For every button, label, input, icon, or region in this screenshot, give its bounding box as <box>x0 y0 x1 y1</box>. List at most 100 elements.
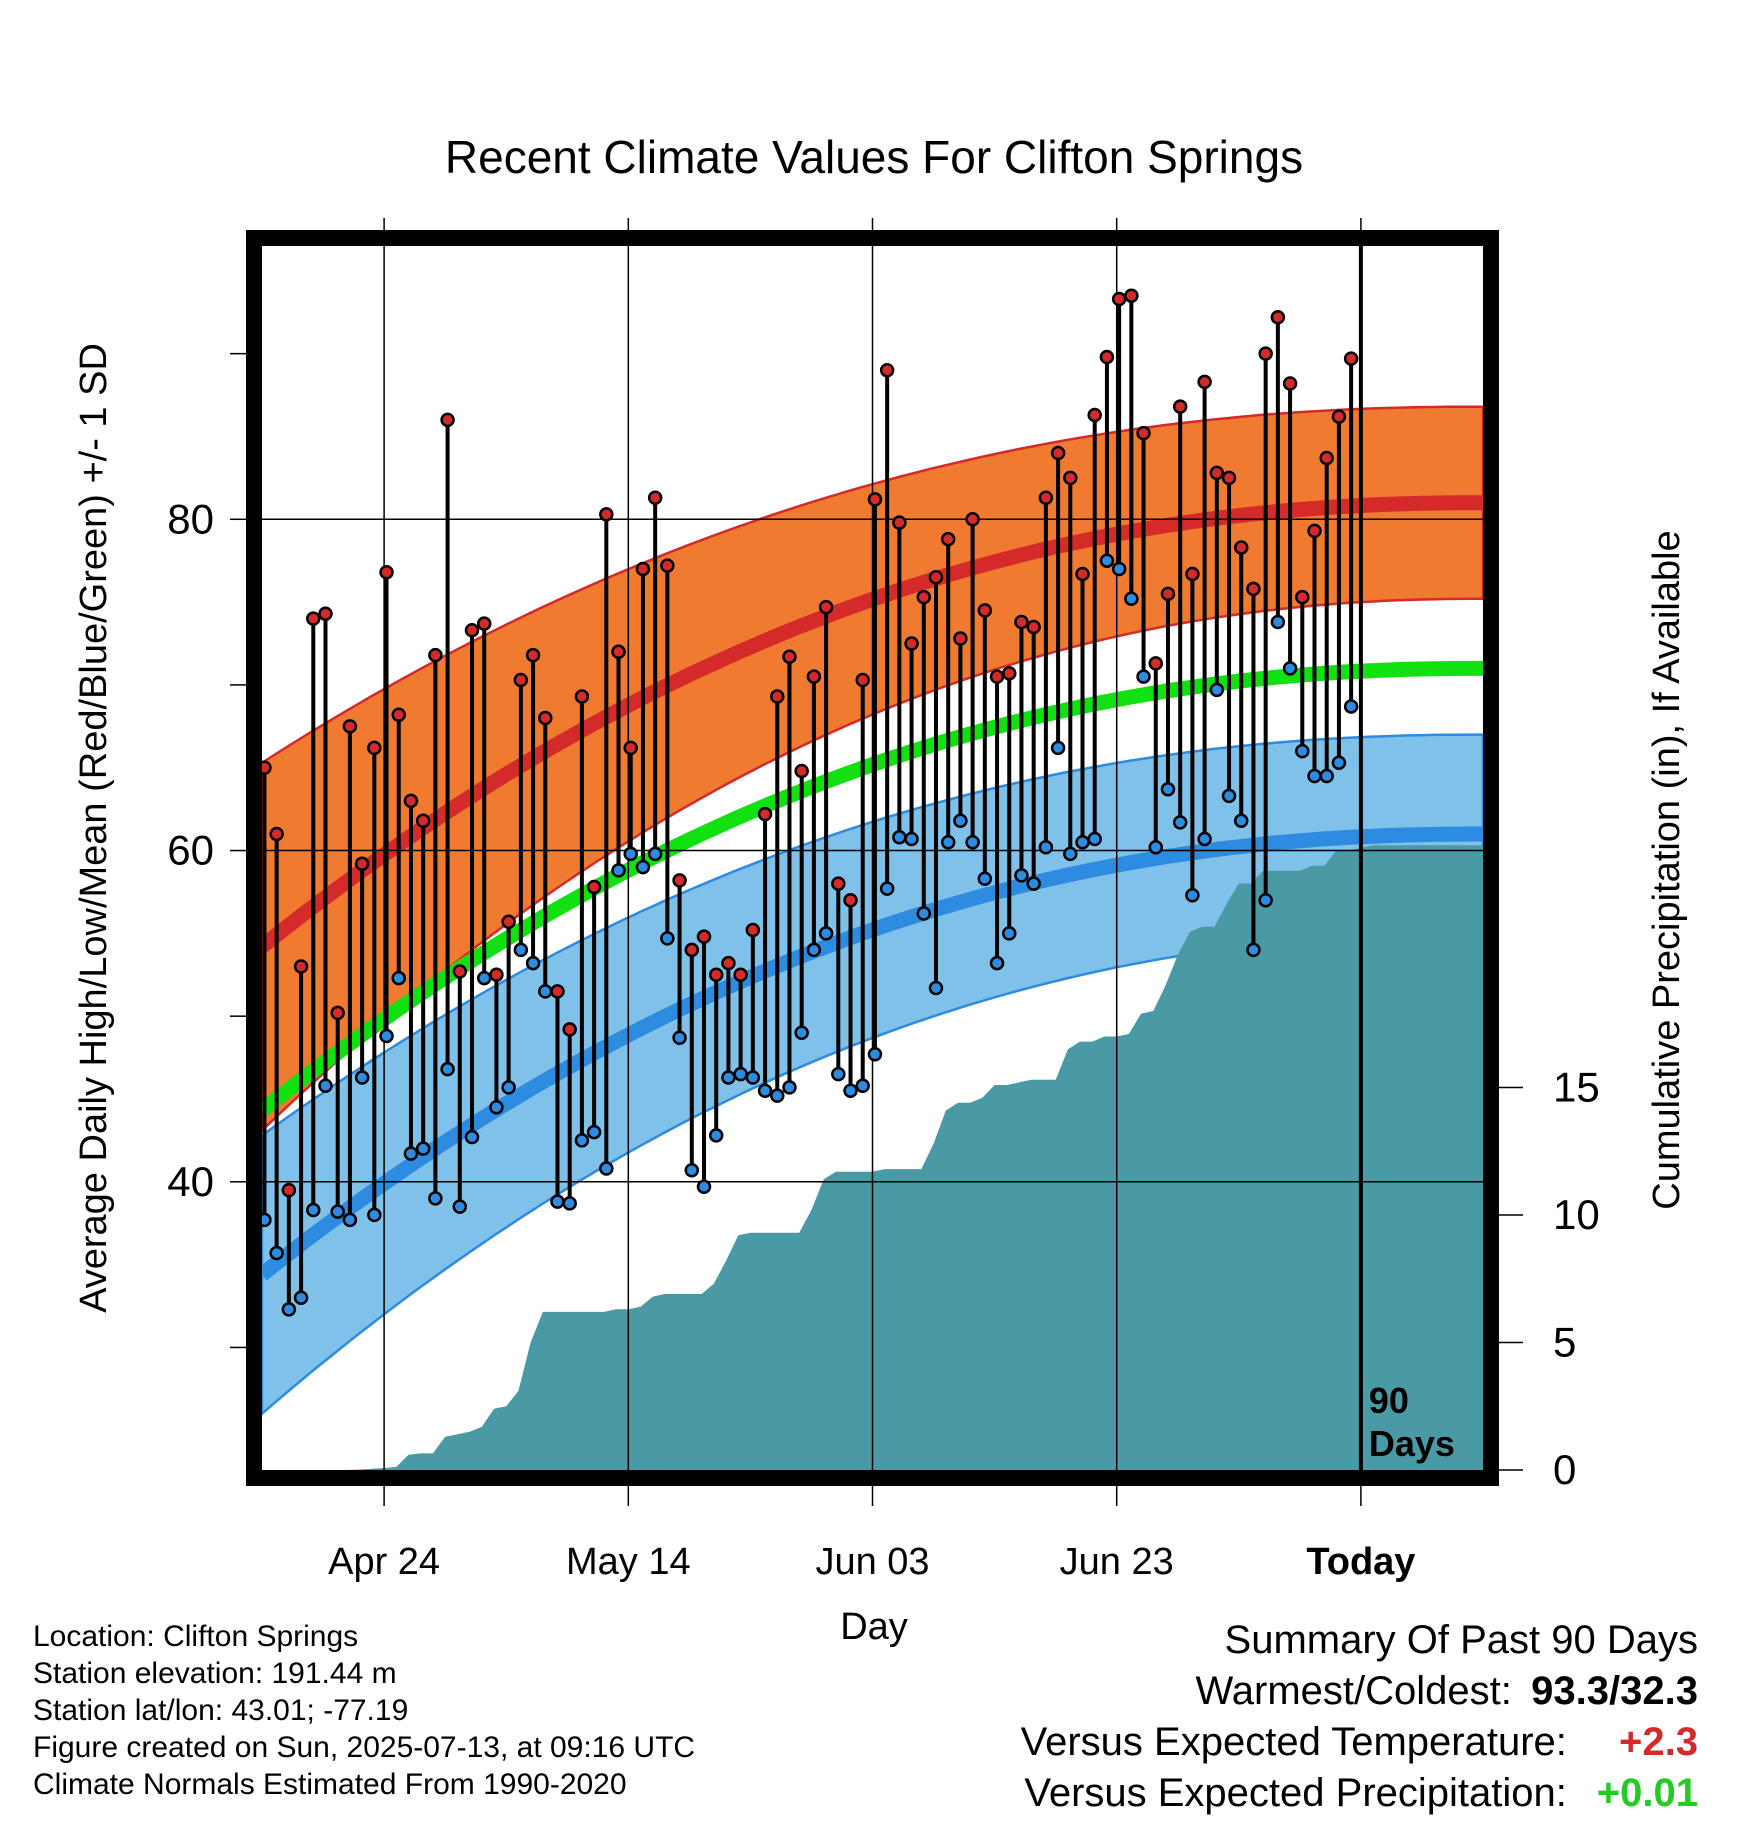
daily-low-point <box>1221 788 1237 804</box>
daily-high-point <box>623 740 638 756</box>
daily-low-point <box>635 859 651 875</box>
daily-high-point <box>782 649 797 665</box>
daily-high-point <box>1258 346 1273 361</box>
daily-high-point <box>1172 399 1188 414</box>
daily-low-point <box>538 984 553 999</box>
daily-low-point <box>464 1129 480 1145</box>
daily-high-point <box>989 669 1005 684</box>
daily-high-point <box>1343 351 1359 366</box>
daily-low-point <box>428 1191 443 1206</box>
daily-low-point <box>281 1302 297 1317</box>
daily-high-point <box>1014 614 1029 630</box>
daily-high-point <box>892 515 907 530</box>
daily-low-point <box>696 1179 712 1195</box>
summary-temperature: Versus Expected Temperature: +2.3 <box>1021 1720 1698 1765</box>
daily-high-point <box>476 616 492 631</box>
daily-high-point <box>721 955 736 971</box>
daily-high-point <box>953 631 968 646</box>
precip-vs-expected-label: Versus Expected Precipitation: <box>1024 1771 1567 1815</box>
x-tick-label: May 14 <box>566 1541 691 1583</box>
daily-low-point <box>415 1141 431 1156</box>
y-tick-label: 40 <box>167 1158 214 1205</box>
daily-high-point <box>794 763 809 779</box>
daily-high-point <box>1319 450 1334 466</box>
daily-high-point <box>879 362 895 378</box>
daily-high-point <box>916 589 932 605</box>
summary-precipitation: Versus Expected Precipitation: +0.01 <box>1024 1771 1698 1816</box>
daily-low-point <box>476 970 492 986</box>
info-created: Figure created on Sun, 2025-07-13, at 09… <box>33 1731 696 1764</box>
daily-high-point <box>269 826 284 842</box>
daily-low-point <box>1258 892 1273 908</box>
daily-low-point <box>550 1194 565 1209</box>
daily-high-point <box>867 492 883 507</box>
y-axis-label: Average Daily High/Low/Mean (Red/Blue/Gr… <box>73 343 115 1313</box>
daily-low-point <box>708 1128 724 1143</box>
daily-high-point <box>415 813 431 828</box>
daily-high-point <box>611 644 626 660</box>
daily-high-point <box>1233 540 1249 555</box>
daily-high-point <box>1221 470 1237 486</box>
y2-tick-label: 15 <box>1553 1064 1600 1111</box>
info-elevation: Station elevation: 191.44 m <box>33 1657 397 1690</box>
daily-high-point <box>1075 566 1090 582</box>
daily-high-point <box>818 599 834 615</box>
daily-low-point <box>953 813 968 828</box>
daily-high-point <box>684 942 700 958</box>
daily-high-point <box>940 531 956 547</box>
daily-low-point <box>855 1078 870 1093</box>
daily-high-point <box>330 1005 345 1021</box>
daily-low-point <box>928 980 944 996</box>
daily-high-point <box>1002 666 1017 681</box>
daily-low-point <box>745 1070 761 1085</box>
daily-low-point <box>318 1078 333 1093</box>
info-normals: Climate Normals Estimated From 1990-2020 <box>33 1768 627 1801</box>
axes: 40 60 80 Apr 24 May 14 Jun 03 Jun 23 Today 0 5 10 1… <box>167 352 1600 1583</box>
daily-low-point <box>403 1146 419 1161</box>
daily-high-point <box>855 672 870 688</box>
daily-low-point <box>1002 926 1017 941</box>
daily-low-point <box>721 1070 736 1085</box>
daily-high-point <box>696 929 712 944</box>
warm-cold-value: 93.3/32.3 <box>1531 1669 1698 1713</box>
daily-high-point <box>806 669 822 684</box>
daily-high-point <box>452 964 468 979</box>
daily-low-point <box>1209 682 1225 698</box>
daily-low-point <box>1282 661 1298 676</box>
daily-low-point <box>660 931 675 946</box>
daily-low-point <box>879 881 895 896</box>
daily-low-point <box>1050 740 1066 756</box>
daily-high-point <box>550 984 565 999</box>
daily-high-point <box>318 606 333 621</box>
daily-low-point <box>1295 743 1310 759</box>
daily-low-point <box>1038 839 1054 855</box>
daily-low-point <box>623 846 638 862</box>
daily-high-point <box>928 570 944 585</box>
daily-high-point <box>1136 425 1151 441</box>
daily-high-point <box>501 914 516 930</box>
daily-low-point <box>818 926 834 941</box>
summary-warm-cold: Warmest/Coldest: 93.3/32.3 <box>1196 1669 1699 1714</box>
daily-low-point <box>1233 813 1249 828</box>
daily-low-point <box>989 955 1005 971</box>
daily-low-point <box>1148 839 1164 855</box>
daily-low-point <box>977 871 993 886</box>
daily-high-point <box>354 856 370 872</box>
daily-high-point <box>1026 619 1041 635</box>
daily-high-point <box>1185 566 1200 582</box>
low-sd-band <box>262 733 1483 1416</box>
daily-low-point <box>330 1204 345 1219</box>
today-days-label: Days <box>1369 1423 1455 1464</box>
daily-low-point <box>684 1162 700 1178</box>
daily-low-point <box>965 835 980 850</box>
precipitation-area <box>262 845 1483 1470</box>
daily-high-point <box>733 967 748 983</box>
daily-high-point <box>391 707 407 722</box>
daily-low-point <box>367 1207 382 1223</box>
x-axis-label: Day <box>840 1606 908 1648</box>
daily-high-point <box>831 876 846 891</box>
daily-low-point <box>794 1025 809 1040</box>
daily-high-point <box>562 1022 577 1037</box>
y2-axis-label: Cumulative Precipitation (in), If Availa… <box>1646 530 1688 1209</box>
daily-high-point <box>635 561 651 577</box>
